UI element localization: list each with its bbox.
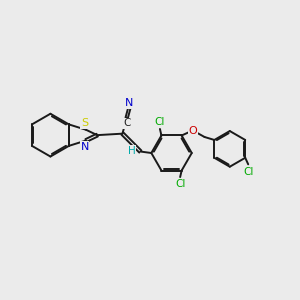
Text: N: N bbox=[80, 142, 89, 152]
Text: Cl: Cl bbox=[175, 179, 185, 190]
Text: S: S bbox=[81, 118, 88, 128]
Text: Cl: Cl bbox=[243, 167, 254, 177]
Text: H: H bbox=[128, 146, 135, 156]
Text: N: N bbox=[125, 98, 134, 108]
Text: C: C bbox=[123, 118, 130, 128]
Text: O: O bbox=[188, 126, 197, 136]
Text: Cl: Cl bbox=[155, 116, 165, 127]
